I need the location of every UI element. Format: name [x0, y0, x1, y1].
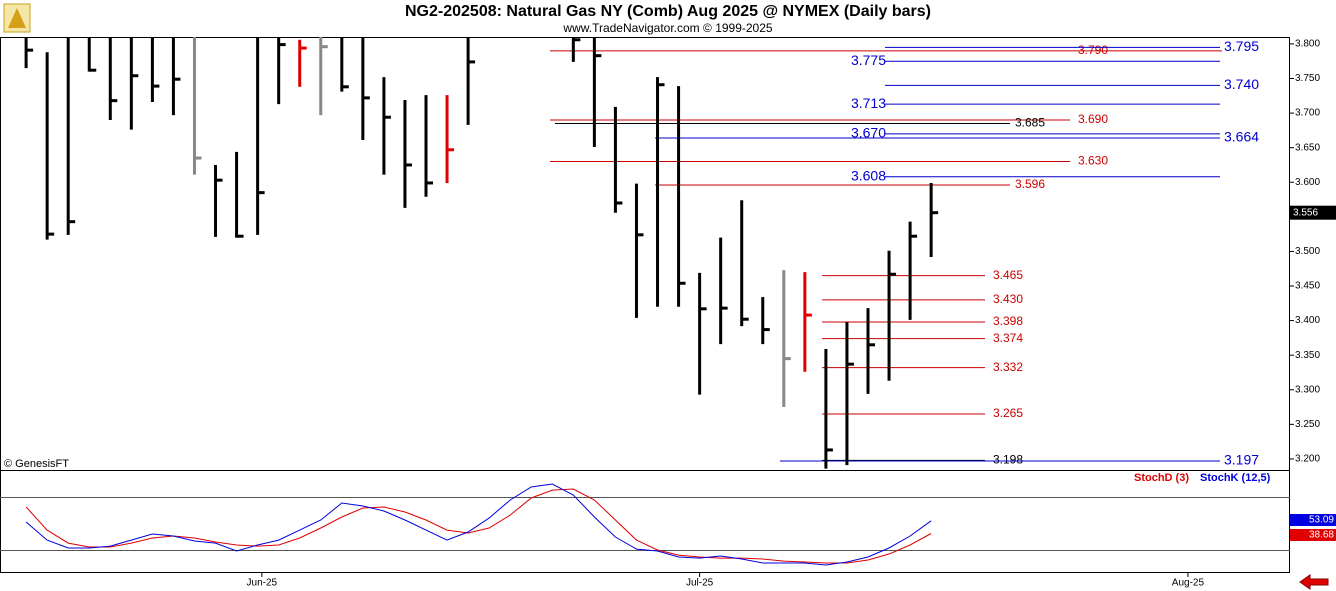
level-label: 3.775 — [851, 52, 886, 68]
level-label: 3.630 — [1078, 154, 1108, 168]
level-label: 3.795 — [1224, 38, 1259, 54]
value-box-label: 53.09 — [1309, 515, 1334, 526]
x-tick-label: Jun-25 — [247, 578, 278, 589]
level-label: 3.430 — [993, 292, 1023, 306]
y-tick-label: 3.650 — [1295, 142, 1320, 153]
y-tick-label: 3.750 — [1295, 73, 1320, 84]
legend-entry: StochD (3) — [1134, 472, 1189, 484]
level-label: 3.690 — [1078, 112, 1108, 126]
y-tick-label: 3.300 — [1295, 384, 1320, 395]
plot-frame — [0, 37, 1290, 573]
y-tick-label: 3.600 — [1295, 177, 1320, 188]
y-tick-label: 3.800 — [1295, 39, 1320, 50]
last-price-label: 3.556 — [1293, 207, 1318, 218]
level-label: 3.465 — [993, 268, 1023, 282]
y-tick-label: 3.400 — [1295, 315, 1320, 326]
y-tick-label: 3.350 — [1295, 350, 1320, 361]
logo — [3, 3, 31, 33]
scroll-arrow[interactable] — [1299, 574, 1329, 590]
level-label: 3.664 — [1224, 129, 1259, 145]
level-label: 3.198 — [993, 452, 1023, 466]
y-tick-label: 3.250 — [1295, 419, 1320, 430]
level-label: 3.790 — [1078, 43, 1108, 57]
level-label: 3.332 — [993, 360, 1023, 374]
y-tick-label: 3.200 — [1295, 454, 1320, 465]
level-label: 3.670 — [851, 125, 886, 141]
y-tick-label: 3.450 — [1295, 281, 1320, 292]
value-box — [1290, 514, 1336, 526]
chart-title: NG2-202508: Natural Gas NY (Comb) Aug 20… — [405, 3, 931, 20]
value-box — [1290, 529, 1336, 541]
stoch-line — [25, 483, 932, 566]
x-tick-label: Aug-25 — [1172, 578, 1205, 589]
level-label: 3.713 — [851, 95, 886, 111]
level-label: 3.374 — [993, 331, 1023, 345]
y-tick-label: 3.700 — [1295, 108, 1320, 119]
level-label: 3.398 — [993, 314, 1023, 328]
level-label: 3.265 — [993, 406, 1023, 420]
last-price-box — [1290, 205, 1336, 220]
level-label: 3.740 — [1224, 76, 1259, 92]
legend-entry: StochK (12,5) — [1200, 472, 1271, 484]
level-label: 3.596 — [1015, 177, 1045, 191]
value-box-label: 38.68 — [1309, 530, 1334, 541]
watermark: © GenesisFT — [4, 458, 69, 470]
level-label: 3.608 — [851, 167, 886, 183]
level-label: 3.197 — [1224, 452, 1259, 468]
level-label: 3.685 — [1015, 116, 1045, 130]
y-tick-label: 3.500 — [1295, 246, 1320, 257]
chart-subtitle: www.TradeNavigator.com © 1999-2025 — [562, 21, 772, 35]
x-tick-label: Jul-25 — [686, 578, 714, 589]
